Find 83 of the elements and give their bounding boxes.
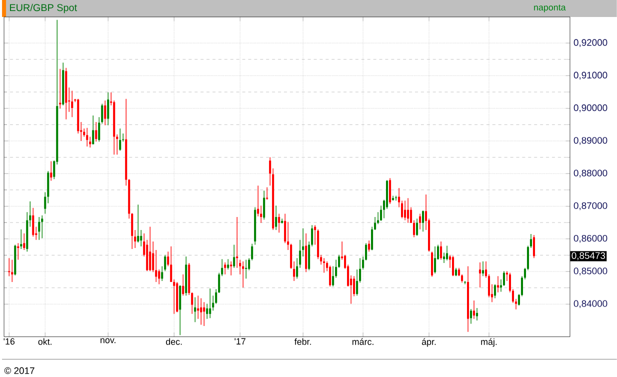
candlestick [389,178,392,204]
candlestick [17,242,20,260]
candlestick [104,100,106,126]
candlestick [41,215,44,239]
candlestick [482,261,484,277]
candlestick [59,68,62,110]
candlestick [149,226,152,272]
candlestick [140,230,142,247]
candlestick [442,252,446,264]
candlestick [440,241,442,260]
candlestick [236,216,238,268]
candlestick [434,246,436,274]
candlestick [230,261,232,276]
y-tick-label: 0,88000 [574,170,608,178]
candlestick [430,251,434,278]
x-tick-label: okt. [38,338,52,346]
candlestick [245,260,248,280]
candlestick [20,229,22,250]
candlestick [419,214,422,230]
candlestick [194,297,196,323]
candlestick [23,233,26,250]
x-tick-label: dec. [166,338,182,346]
candlestick [266,187,268,200]
candlestick [305,233,308,273]
candlestick [209,288,212,319]
candlestick [404,200,406,221]
candlestick [11,260,14,282]
candlestick [323,258,326,274]
candlestick [50,161,52,182]
y-tick-label: 0,87000 [574,202,608,210]
candlestick [275,205,278,231]
y-tick-label: 0,92000 [574,39,608,48]
candlestick [422,210,424,232]
candlestick [227,258,230,270]
y-tick-label: 0,89000 [574,137,608,146]
text: © 2017 [4,367,34,374]
candlestick [478,262,482,288]
y-tick-label: 0,84000 [574,300,608,308]
chart-subtitle: naponta [534,4,566,12]
candlestick [452,256,454,277]
x-tick-label: nov. [100,338,116,344]
candlestick [329,265,332,288]
candlestick [95,122,98,142]
candlestick [71,90,74,118]
candlestick [407,198,410,224]
candlestick [86,128,88,148]
x-tick-label: márc. [352,338,374,346]
candlestick [263,190,266,220]
candlestick [200,298,202,326]
x-tick-label: ápr. [422,338,436,347]
x-tick-label: febr. [294,338,311,346]
candlestick [494,284,496,299]
y-tick-label: 0,90000 [574,104,608,112]
candlestick [416,218,418,236]
candlestick [368,240,370,252]
candlestick [224,262,226,275]
candlestick [278,214,280,234]
candlestick [107,92,110,126]
x-tick-label: '16 [4,338,15,345]
candlestick [182,274,184,296]
candlestick [233,244,236,268]
y-tick-label: 0,91000 [574,72,608,80]
candlestick [92,115,94,145]
candlestick [470,308,472,324]
text: 0,85473 [572,252,606,260]
candlestick [119,128,122,152]
candlestick [203,302,206,327]
candlestick [532,234,536,259]
candlestick [179,285,182,336]
chart-title: EUR/GBP Spot [10,4,77,14]
candlestick [32,208,34,238]
y-tick-label: 0,86000 [574,235,608,243]
candlestick [206,304,208,320]
candlestick [137,204,140,243]
candlestick [8,258,10,277]
x-tick-label: máj. [481,338,497,347]
y-tick-label: 0,85000 [574,268,608,276]
candlestick [496,276,500,293]
candlestick [472,300,476,320]
x-tick-label: '17 [234,338,246,345]
candlestick [446,246,448,261]
candlestick [38,216,40,240]
candlestick [242,261,244,288]
